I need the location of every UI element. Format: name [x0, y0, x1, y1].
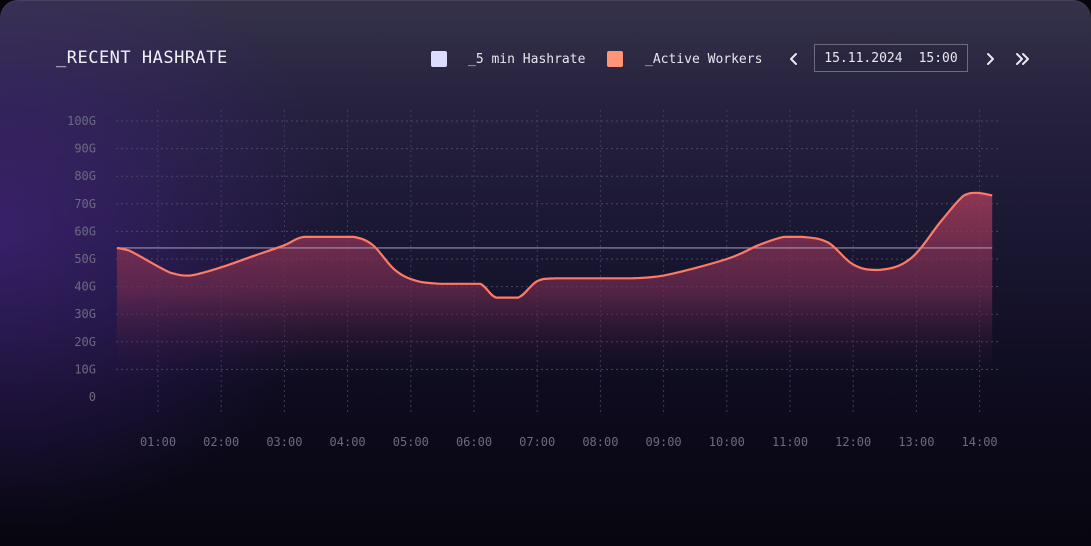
y-tick-label: 50G — [74, 252, 96, 266]
x-tick-label: 09:00 — [646, 435, 682, 449]
x-tick-label: 08:00 — [582, 435, 618, 449]
legend-swatch-hashrate — [431, 51, 447, 67]
y-tick-label: 0 — [89, 390, 96, 404]
x-tick-label: 03:00 — [266, 435, 302, 449]
legend-item-hashrate[interactable]: _5 min Hashrate — [431, 49, 585, 69]
chevron-right-icon — [987, 53, 994, 65]
x-tick-label: 14:00 — [962, 435, 998, 449]
date-value: 15.11.2024 — [824, 50, 903, 66]
legend-label-workers: _Active Workers — [645, 51, 763, 67]
x-tick-label: 02:00 — [203, 435, 239, 449]
y-axis-ticks: 0 10G 20G 30G 40G 50G 60G 70G 80G 90G 100G — [67, 114, 96, 404]
y-tick-label: 80G — [74, 169, 96, 183]
time-value: 15:00 — [918, 50, 958, 66]
legend-item-workers[interactable]: _Active Workers — [607, 49, 762, 69]
next-period-button[interactable] — [978, 46, 1002, 72]
y-tick-label: 100G — [67, 114, 96, 128]
last-period-button[interactable] — [1010, 46, 1034, 72]
x-tick-label: 10:00 — [709, 435, 745, 449]
active-workers-area — [116, 192, 993, 397]
x-tick-label: 05:00 — [393, 435, 429, 449]
y-tick-label: 40G — [74, 280, 96, 294]
chevron-double-right-icon — [1016, 53, 1029, 65]
chevron-left-icon — [790, 53, 797, 65]
x-axis-ticks: 01:00 02:00 03:00 04:00 05:00 06:00 07:00 08:00… — [140, 435, 998, 449]
y-tick-label: 10G — [74, 362, 96, 376]
y-tick-label: 60G — [74, 224, 96, 238]
y-tick-label: 70G — [74, 197, 96, 211]
x-tick-label: 06:00 — [456, 435, 492, 449]
x-tick-label: 04:00 — [330, 435, 366, 449]
legend-swatch-workers — [607, 51, 623, 67]
x-tick-label: 01:00 — [140, 435, 176, 449]
x-tick-label: 13:00 — [898, 435, 934, 449]
legend-label-hashrate: _5 min Hashrate — [468, 51, 586, 67]
y-tick-label: 20G — [74, 335, 96, 349]
active-workers-line — [116, 191, 993, 299]
x-tick-label: 11:00 — [772, 435, 808, 449]
x-tick-label: 12:00 — [835, 435, 871, 449]
chart-title: _RECENT HASHRATE — [56, 48, 228, 68]
y-tick-label: 90G — [74, 142, 96, 156]
x-tick-label: 07:00 — [519, 435, 555, 449]
date-picker[interactable]: 15.11.2024 15:00 — [814, 44, 968, 72]
prev-period-button[interactable] — [782, 46, 806, 72]
y-tick-label: 30G — [74, 307, 96, 321]
